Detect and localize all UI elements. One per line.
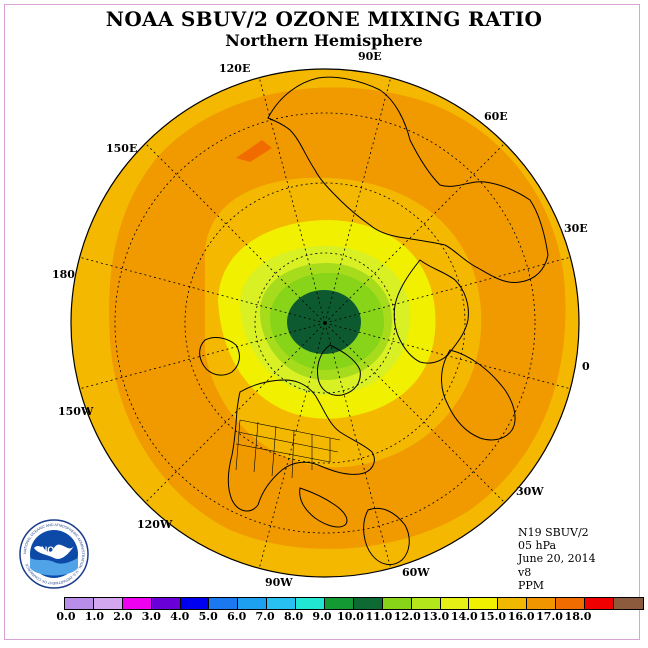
colorbar-swatch xyxy=(411,598,441,609)
colorbar-tick-label: 17.0 xyxy=(536,610,563,623)
meridian-line xyxy=(145,322,326,503)
meridian-line xyxy=(324,256,571,324)
colorbar-swatch xyxy=(267,598,297,609)
colorbar-swatch xyxy=(209,598,239,609)
colorbar-tick-label: 0.0 xyxy=(56,610,76,623)
colorbar-swatch xyxy=(585,598,614,609)
lon-label-30w: 30W xyxy=(516,485,544,498)
coast-south-america xyxy=(363,507,410,566)
colorbar-tick-label: 18.0 xyxy=(564,610,592,623)
meridian-line xyxy=(79,256,326,324)
colorbar-tick-label: 2.0 xyxy=(113,610,133,623)
logo-text: NOAA xyxy=(41,545,68,555)
info-version: v8 xyxy=(518,565,532,579)
colorbar-swatch xyxy=(556,598,586,609)
lon-label-0: 0 xyxy=(582,360,590,373)
meridian-line xyxy=(324,77,392,324)
us-state-grid xyxy=(235,419,341,479)
map-subtitle: Northern Hemisphere xyxy=(225,31,423,50)
colorbar-tick-label: 11.0 xyxy=(365,610,393,623)
lat-circle-2 xyxy=(184,182,466,464)
info-block: N19 SBUV/2 05 hPa June 20, 2014 v8 PPM xyxy=(518,526,596,592)
lon-label-30e: 30E xyxy=(564,222,588,235)
colorbar-swatch xyxy=(122,598,152,609)
colorbar-tick-label: 15.0 xyxy=(479,610,507,623)
lon-label-60e: 60E xyxy=(484,110,508,123)
lon-label-150w: 150W xyxy=(58,405,94,418)
info-date: June 20, 2014 xyxy=(518,552,596,566)
lon-label-60w: 60W xyxy=(402,566,430,579)
coast-africa xyxy=(441,349,516,441)
lon-label-90w: 90W xyxy=(265,576,293,589)
colorbar-swatch xyxy=(353,598,383,609)
colorbar-tick-label: 3.0 xyxy=(141,610,161,623)
colorbar-swatch xyxy=(527,598,557,609)
colorbar-tick-label: 8.0 xyxy=(283,610,304,623)
colorbar-swatch xyxy=(469,598,499,609)
lon-label-180: 180 xyxy=(52,268,75,281)
coast-central-america xyxy=(299,487,348,528)
coast-greenland xyxy=(317,344,361,396)
colorbar-tick-label: 1.0 xyxy=(84,610,105,623)
noaa-logo: NOAA NATIONAL OCEANIC AND ATMOSPHERIC AD… xyxy=(19,519,89,589)
info-pressure: 05 hPa xyxy=(518,539,557,553)
colorbar-swatch xyxy=(296,598,326,609)
colorbar-tick-label: 14.0 xyxy=(450,610,478,623)
meridian-line xyxy=(145,143,326,324)
meridian-line xyxy=(324,322,505,503)
lon-label-150e: 150E xyxy=(106,142,138,155)
colorbar-swatch xyxy=(93,598,123,609)
field-band xyxy=(109,87,566,549)
meridians xyxy=(79,77,571,569)
colorbar-tick-label: 4.0 xyxy=(170,610,190,623)
lat-circle-1 xyxy=(254,252,396,394)
coast-europe xyxy=(393,259,469,364)
colorbar-swatch xyxy=(382,598,412,609)
meridian-line xyxy=(258,322,326,569)
colorbar-tick-label: 12.0 xyxy=(393,610,421,623)
lat-circle-3 xyxy=(114,112,536,534)
colorbar-swatch xyxy=(238,598,268,609)
colorbar xyxy=(64,597,644,610)
colorbar-swatch xyxy=(180,598,210,609)
colorbar-tick-label: 10.0 xyxy=(337,610,364,623)
colorbar-swatch xyxy=(65,598,94,609)
colorbar-ticks: 0.0 1.0 2.0 3.0 4.0 5.0 6.0 7.0 8.0 9.0 10.0 11.0 12… xyxy=(0,610,648,626)
colorbar-swatch xyxy=(325,598,354,609)
field-warm xyxy=(236,140,272,162)
meridian-line xyxy=(79,322,326,390)
colorbar-swatch xyxy=(613,598,643,609)
colorbar-tick-label: 13.0 xyxy=(422,610,450,623)
colorbar-tick-label: 9.0 xyxy=(312,610,332,623)
lon-label-120w: 120W xyxy=(137,518,173,531)
meridian-line xyxy=(324,322,392,569)
colorbar-tick-label: 16.0 xyxy=(507,610,535,623)
info-units: PPM xyxy=(518,578,545,592)
lon-label-120e: 120E xyxy=(219,62,251,75)
coast-alaska xyxy=(199,337,240,376)
meridian-line xyxy=(324,143,505,324)
colorbar-swatch xyxy=(440,598,470,609)
colorbar-tick-label: 6.0 xyxy=(227,610,247,623)
coast-north-america xyxy=(227,379,375,512)
coast-asia xyxy=(267,76,549,284)
colorbar-tick-label: 7.0 xyxy=(255,610,275,623)
colorbar-swatch xyxy=(498,598,528,609)
meridian-line xyxy=(324,322,571,390)
lon-label-90e: 90E xyxy=(358,50,382,63)
colorbar-tick-label: 5.0 xyxy=(198,610,218,623)
map-boundary xyxy=(70,68,580,578)
map-title: NOAA SBUV/2 OZONE MIXING RATIO xyxy=(105,7,543,31)
figure-frame xyxy=(4,4,640,640)
info-satellite: N19 SBUV/2 xyxy=(518,526,589,539)
meridian-line xyxy=(258,77,326,324)
colorbar-swatch xyxy=(151,598,181,609)
